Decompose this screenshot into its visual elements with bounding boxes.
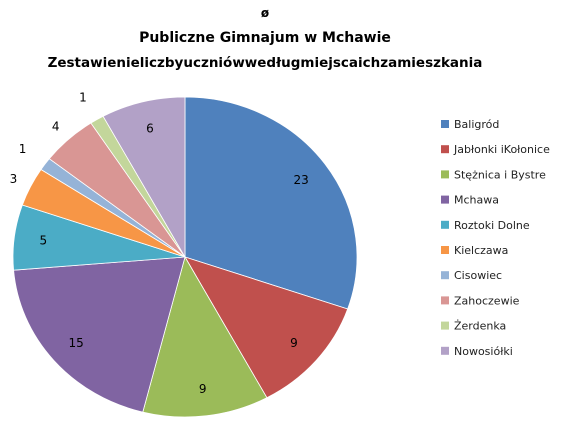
legend-swatch-zerdenka: [441, 321, 449, 330]
pie-slice-steznica-i-bystre: [142, 255, 268, 418]
legend-swatch-baligrod: [441, 120, 449, 128]
legend-swatch-zahoczewie: [441, 296, 449, 305]
pie-slice-mchawa: [13, 256, 186, 413]
legend-label-roztoki-dolne: Roztoki Dolne: [454, 219, 530, 232]
data-label-steznica-i-bystre: 9: [199, 382, 207, 396]
data-label-cisowiec: 1: [19, 142, 27, 156]
legend-swatch-steznica-i-bystre: [441, 170, 449, 179]
pie-slice-jablonki-ikolonice: [184, 256, 349, 399]
data-label-baligrod: 23: [294, 173, 309, 187]
legend-swatch-roztoki-dolne: [441, 220, 449, 229]
data-label-kielczawa: 3: [10, 172, 18, 186]
legend-label-baligrod: Baligród: [454, 118, 499, 131]
legend-label-zerdenka: Żerdenka: [454, 320, 506, 333]
legend-label-mchawa: Mchawa: [454, 194, 499, 207]
legend-swatch-kielczawa: [441, 246, 449, 254]
data-label-zahoczewie: 4: [52, 119, 60, 133]
legend-label-zahoczewie: Zahoczewie: [454, 294, 520, 307]
data-label-mchawa: 15: [68, 336, 83, 350]
legend-swatch-jablonki-ikolonice: [441, 145, 449, 154]
legend-label-jablonki-ikolonice: Jabłonki iKołonice: [453, 143, 550, 156]
legend-swatch-cisowiec: [441, 271, 449, 280]
legend-label-nowosiolki: Nowosiółki: [454, 345, 513, 358]
legend-label-steznica-i-bystre: Stężnica i Bystre: [454, 168, 546, 181]
data-label-roztoki-dolne: 5: [39, 234, 47, 248]
data-label-jablonki-ikolonice: 9: [290, 336, 298, 350]
data-label-zerdenka: 1: [79, 91, 87, 105]
data-label-nowosiolki: 6: [146, 121, 154, 135]
legend-swatch-nowosiolki: [441, 346, 449, 355]
pie-slice-nowosiolki: [102, 96, 186, 259]
legend: Baligród Jabłonki iKołonice Stężnica i Bys…: [441, 118, 550, 358]
pie: 23 9 9 15 5 3 1 4 1 6: [10, 91, 358, 418]
chart-title: Publiczne Gimnajum w Mchawie: [139, 30, 391, 46]
chart-top-mark: ø: [261, 6, 269, 20]
pie-slice-baligrod: [184, 96, 358, 310]
legend-swatch-mchawa: [441, 195, 449, 204]
legend-label-cisowiec: Cisowiec: [454, 269, 502, 282]
legend-label-kielczawa: Kielczawa: [454, 244, 508, 257]
chart-subtitle: Zestawienieliczbyuczniówwedługmiejscaich…: [48, 55, 483, 71]
